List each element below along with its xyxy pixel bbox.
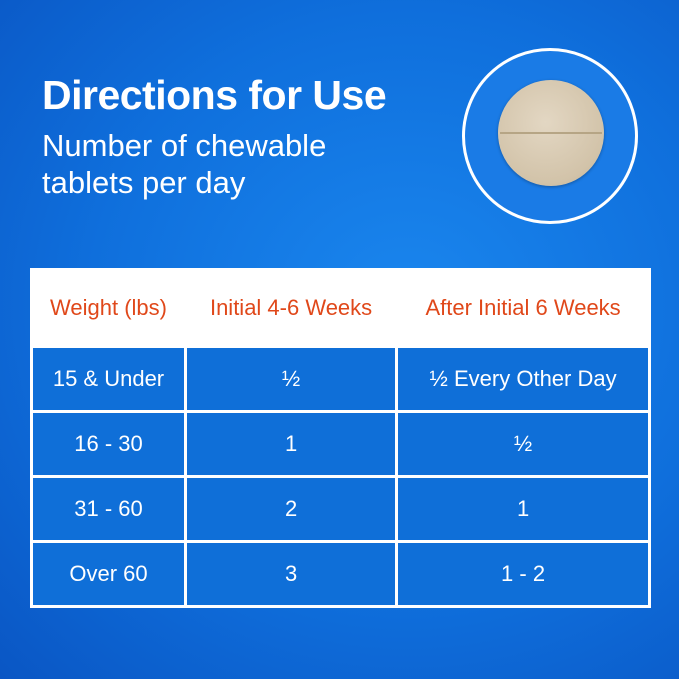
cell-initial: 3 (183, 540, 399, 608)
cell-weight: Over 60 (30, 540, 187, 608)
table-row: 16 - 30 1 ½ (30, 410, 651, 478)
cell-after: 1 (395, 475, 651, 543)
cell-after: ½ (395, 410, 651, 478)
cell-after: ½ Every Other Day (395, 345, 651, 413)
cell-initial: ½ (183, 345, 399, 413)
cell-after: 1 - 2 (395, 540, 651, 608)
cell-weight: 16 - 30 (30, 410, 187, 478)
table-header-row: Weight (lbs) Initial 4-6 Weeks After Ini… (30, 268, 651, 348)
header-after: After Initial 6 Weeks (395, 268, 651, 348)
dosage-table: Weight (lbs) Initial 4-6 Weeks After Ini… (30, 268, 651, 608)
header-initial: Initial 4-6 Weeks (183, 268, 399, 348)
cell-weight: 31 - 60 (30, 475, 187, 543)
table-row: Over 60 3 1 - 2 (30, 540, 651, 608)
cell-initial: 1 (183, 410, 399, 478)
page-title: Directions for Use (42, 72, 387, 118)
tablet-image (498, 80, 604, 186)
table-row: 31 - 60 2 1 (30, 475, 651, 543)
table-row: 15 & Under ½ ½ Every Other Day (30, 345, 651, 413)
cell-initial: 2 (183, 475, 399, 543)
subtitle: Number of chewable tablets per day (42, 128, 327, 200)
cell-weight: 15 & Under (30, 345, 187, 413)
tablet-score-line (500, 132, 602, 134)
header-weight: Weight (lbs) (30, 268, 187, 348)
